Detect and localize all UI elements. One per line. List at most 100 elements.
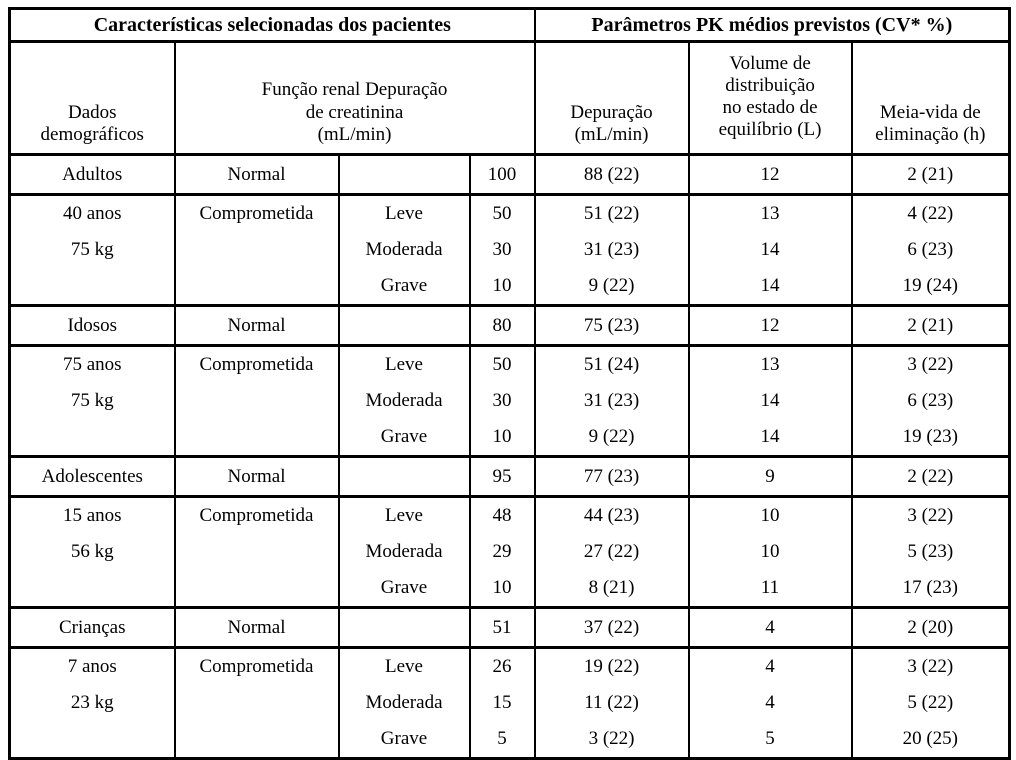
table-header-row-columns: Dados demográficos Função renal Depuraçã…	[8, 41, 1011, 156]
group-age: 15 anos	[62, 505, 122, 526]
cell-demographics: 7 anos 23 kg	[8, 647, 176, 759]
header-half-life: Meia-vida de eliminação (h)	[850, 41, 1011, 156]
cell-clearance: 11 (22)	[533, 685, 690, 721]
cell-crcl: 50	[468, 194, 536, 232]
cell-clearance: 51 (24)	[533, 345, 690, 383]
cell-crcl: 48	[468, 496, 536, 534]
cell-crcl: 51	[468, 606, 536, 649]
header-clearance: Depuração (mL/min)	[533, 41, 690, 156]
header-renal-function: Função renal Depuração de creatinina (mL…	[173, 41, 536, 156]
cell-clearance: 31 (23)	[533, 232, 690, 268]
cell-severity: Grave	[337, 268, 471, 306]
cell-renal-status: Comprometida	[173, 345, 340, 457]
cell-renal-status: Normal	[173, 153, 340, 196]
cell-clearance: 37 (22)	[533, 606, 690, 649]
cell-halflife: 17 (23)	[850, 570, 1011, 608]
cell-clearance: 51 (22)	[533, 194, 690, 232]
cell-crcl: 15	[468, 685, 536, 721]
cell-volume: 14	[687, 268, 853, 306]
cell-severity-empty	[337, 153, 471, 196]
cell-group-name: Adolescentes	[8, 455, 176, 498]
cell-volume: 10	[687, 496, 853, 534]
cell-halflife: 6 (23)	[850, 232, 1011, 268]
cell-halflife: 2 (21)	[850, 153, 1011, 196]
cell-halflife: 6 (23)	[850, 383, 1011, 419]
cell-volume: 12	[687, 153, 853, 196]
cell-severity-empty	[337, 455, 471, 498]
header-volume-distribution: Volume de distribuição no estado de equi…	[687, 41, 853, 156]
cell-crcl: 10	[468, 268, 536, 306]
cell-volume: 4	[687, 606, 853, 649]
cell-clearance: 31 (23)	[533, 383, 690, 419]
table-header-row-top: Características selecionadas dos pacient…	[8, 8, 1011, 43]
table-row-criancas-leve: 7 anos 23 kg Comprometida Leve 26 19 (22…	[8, 647, 1011, 759]
cell-clearance: 75 (23)	[533, 304, 690, 347]
group-age: 40 anos	[62, 203, 122, 224]
cell-group-name: Idosos	[8, 304, 176, 347]
cell-halflife: 2 (20)	[850, 606, 1011, 649]
cell-volume: 12	[687, 304, 853, 347]
cell-clearance: 88 (22)	[533, 153, 690, 196]
cell-halflife: 20 (25)	[850, 721, 1011, 759]
cell-volume: 4	[687, 685, 853, 721]
cell-volume: 14	[687, 383, 853, 419]
cell-clearance: 8 (21)	[533, 570, 690, 608]
cell-clearance: 9 (22)	[533, 268, 690, 306]
cell-halflife: 2 (21)	[850, 304, 1011, 347]
group-age: 75 anos	[62, 354, 122, 375]
renal-status-label: Comprometida	[199, 656, 314, 677]
cell-severity: Grave	[337, 721, 471, 759]
table-row-idosos-normal: Idosos Normal 80 75 (23) 12 2 (21)	[8, 304, 1011, 347]
cell-crcl: 26	[468, 647, 536, 685]
table-row-adolescentes-moderada: Moderada 29 27 (22) 10 5 (23)	[10, 534, 1011, 570]
cell-halflife: 3 (22)	[850, 647, 1011, 685]
cell-clearance: 44 (23)	[533, 496, 690, 534]
cell-group-name: Adultos	[8, 153, 176, 196]
cell-severity-empty	[337, 304, 471, 347]
cell-demographics: 40 anos 75 kg	[8, 194, 176, 306]
group-weight: 75 kg	[70, 390, 114, 411]
cell-halflife: 3 (22)	[850, 496, 1011, 534]
cell-renal-status: Normal	[173, 455, 340, 498]
cell-halflife: 5 (22)	[850, 685, 1011, 721]
cell-crcl: 30	[468, 383, 536, 419]
cell-volume: 13	[687, 345, 853, 383]
cell-crcl: 50	[468, 345, 536, 383]
pk-parameters-table: Características selecionadas dos pacient…	[8, 7, 1012, 760]
cell-volume: 11	[687, 570, 853, 608]
table-row-adultos-grave: Grave 10 9 (22) 14 19 (24)	[10, 268, 1011, 306]
table-row-idosos-leve: 75 anos 75 kg Comprometida Leve 50 51 (2…	[8, 345, 1011, 457]
cell-demographics: 75 anos 75 kg	[8, 345, 176, 457]
cell-severity: Moderada	[337, 534, 471, 570]
cell-clearance: 3 (22)	[533, 721, 690, 759]
cell-crcl: 100	[468, 153, 536, 196]
cell-volume: 13	[687, 194, 853, 232]
group-weight: 56 kg	[70, 541, 114, 562]
table-row-idosos-grave: Grave 10 9 (22) 14 19 (23)	[10, 419, 1011, 457]
cell-clearance: 77 (23)	[533, 455, 690, 498]
cell-volume: 10	[687, 534, 853, 570]
cell-severity: Leve	[337, 496, 471, 534]
cell-renal-status: Normal	[173, 304, 340, 347]
group-age: 7 anos	[67, 656, 117, 677]
renal-status-label: Comprometida	[199, 505, 314, 526]
cell-halflife: 4 (22)	[850, 194, 1011, 232]
cell-halflife: 2 (22)	[850, 455, 1011, 498]
cell-volume: 4	[687, 647, 853, 685]
table-row-criancas-normal: Crianças Normal 51 37 (22) 4 2 (20)	[8, 606, 1011, 649]
cell-severity: Grave	[337, 419, 471, 457]
group-weight: 23 kg	[70, 692, 114, 713]
cell-severity: Leve	[337, 647, 471, 685]
table-row-adolescentes-leve: 15 anos 56 kg Comprometida Leve 48 44 (2…	[8, 496, 1011, 608]
cell-volume: 14	[687, 232, 853, 268]
cell-volume: 14	[687, 419, 853, 457]
cell-clearance: 27 (22)	[533, 534, 690, 570]
cell-crcl: 5	[468, 721, 536, 759]
table-row-adultos-normal: Adultos Normal 100 88 (22) 12 2 (21)	[8, 153, 1011, 196]
header-patient-characteristics: Características selecionadas dos pacient…	[8, 8, 536, 43]
table-row-adultos-moderada: Moderada 30 31 (23) 14 6 (23)	[10, 232, 1011, 268]
cell-crcl: 29	[468, 534, 536, 570]
cell-severity: Moderada	[337, 232, 471, 268]
table-row-adolescentes-normal: Adolescentes Normal 95 77 (23) 9 2 (22)	[8, 455, 1011, 498]
